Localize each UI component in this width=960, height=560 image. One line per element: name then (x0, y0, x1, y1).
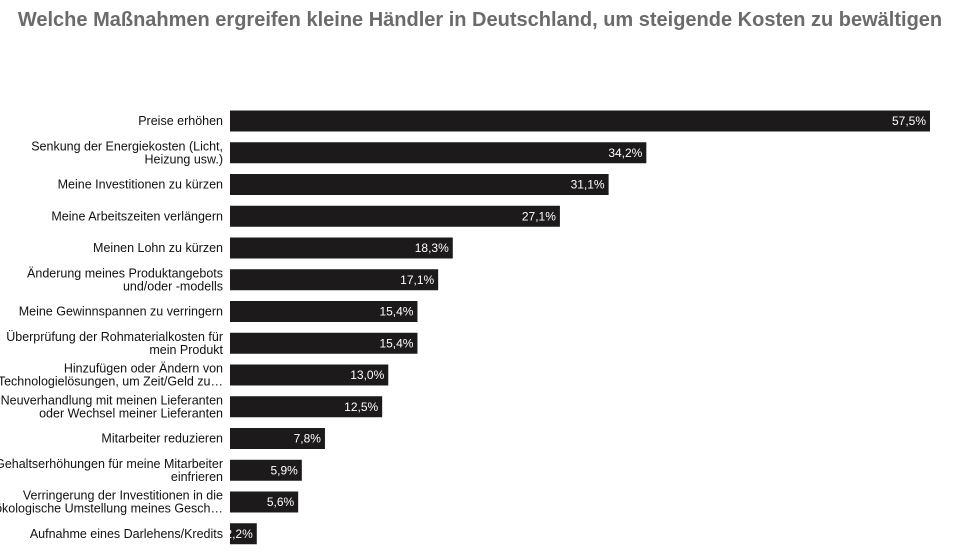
value-label-12: 5,6% (267, 495, 295, 509)
category-label-1-line-0: Senkung der Energiekosten (Licht, (31, 139, 223, 153)
category-label-1-line-1: Heizung usw.) (144, 152, 223, 166)
value-label-3: 27,1% (522, 209, 556, 223)
chart-title: Welche Maßnahmen ergreifen kleine Händle… (17, 9, 943, 31)
category-label-5-line-0: Änderung meines Produktangebots (27, 266, 223, 280)
category-label-0: Preise erhöhen (138, 114, 223, 128)
category-label-13: Aufnahme eines Darlehens/Kredits (30, 527, 223, 541)
value-label-10: 7,8% (294, 432, 322, 446)
category-label-8-line-0: Hinzufügen oder Ändern von (64, 362, 223, 376)
category-label-5-line-1: und/oder -modells (123, 279, 223, 293)
category-label-9-line-1: oder Wechsel meiner Lieferanten (39, 406, 223, 420)
bar-9 (230, 396, 383, 418)
category-label-7-line-1: mein Produkt (149, 343, 223, 357)
value-label-7: 15,4% (379, 336, 413, 350)
value-label-5: 17,1% (400, 273, 434, 287)
category-label-12-line-0: Verringerung der Investitionen in die (23, 489, 223, 503)
category-label-7-line-0: Überprüfung der Rohmaterialkosten für (6, 330, 223, 344)
value-label-0: 57,5% (892, 114, 926, 128)
category-label-9-line-0: Neuverhandlung mit meinen Lieferanten (1, 393, 223, 407)
bar-8 (230, 364, 389, 386)
category-label-3: Meine Arbeitszeiten verlängern (51, 209, 223, 223)
category-label-4: Meinen Lohn zu kürzen (93, 241, 223, 255)
value-label-11: 5,9% (270, 463, 298, 477)
bar-5 (230, 269, 439, 291)
value-label-9: 12,5% (344, 400, 378, 414)
category-label-10: Mitarbeiter reduzieren (101, 432, 223, 446)
category-label-2: Meine Investitionen zu kürzen (58, 178, 223, 192)
category-label-12-line-1: ökologische Umstellung meines Gesch… (0, 502, 223, 516)
bar-1 (230, 142, 647, 164)
bar-12 (230, 491, 299, 513)
value-label-6: 15,4% (379, 305, 413, 319)
bar-11 (230, 459, 302, 481)
bar-3 (230, 205, 560, 227)
value-label-13: 2,2% (225, 527, 253, 541)
category-label-11-line-1: einfrieren (171, 470, 223, 484)
bar-13 (230, 523, 257, 545)
bar-10 (230, 428, 325, 449)
bar-7 (230, 332, 418, 354)
category-label-8-line-1: Technologielösungen, um Zeit/Geld zu… (0, 375, 223, 389)
bar-4 (230, 237, 453, 259)
bar-2 (230, 174, 609, 195)
bar-6 (230, 301, 418, 322)
category-label-6: Meine Gewinnspannen zu verringern (19, 305, 223, 319)
value-label-1: 34,2% (608, 146, 642, 160)
bar-0 (230, 110, 930, 132)
value-label-4: 18,3% (415, 241, 449, 255)
value-label-2: 31,1% (571, 178, 605, 192)
value-label-8: 13,0% (350, 368, 384, 382)
category-label-11-line-0: Gehaltserhöhungen für meine Mitarbeiter (0, 457, 223, 471)
